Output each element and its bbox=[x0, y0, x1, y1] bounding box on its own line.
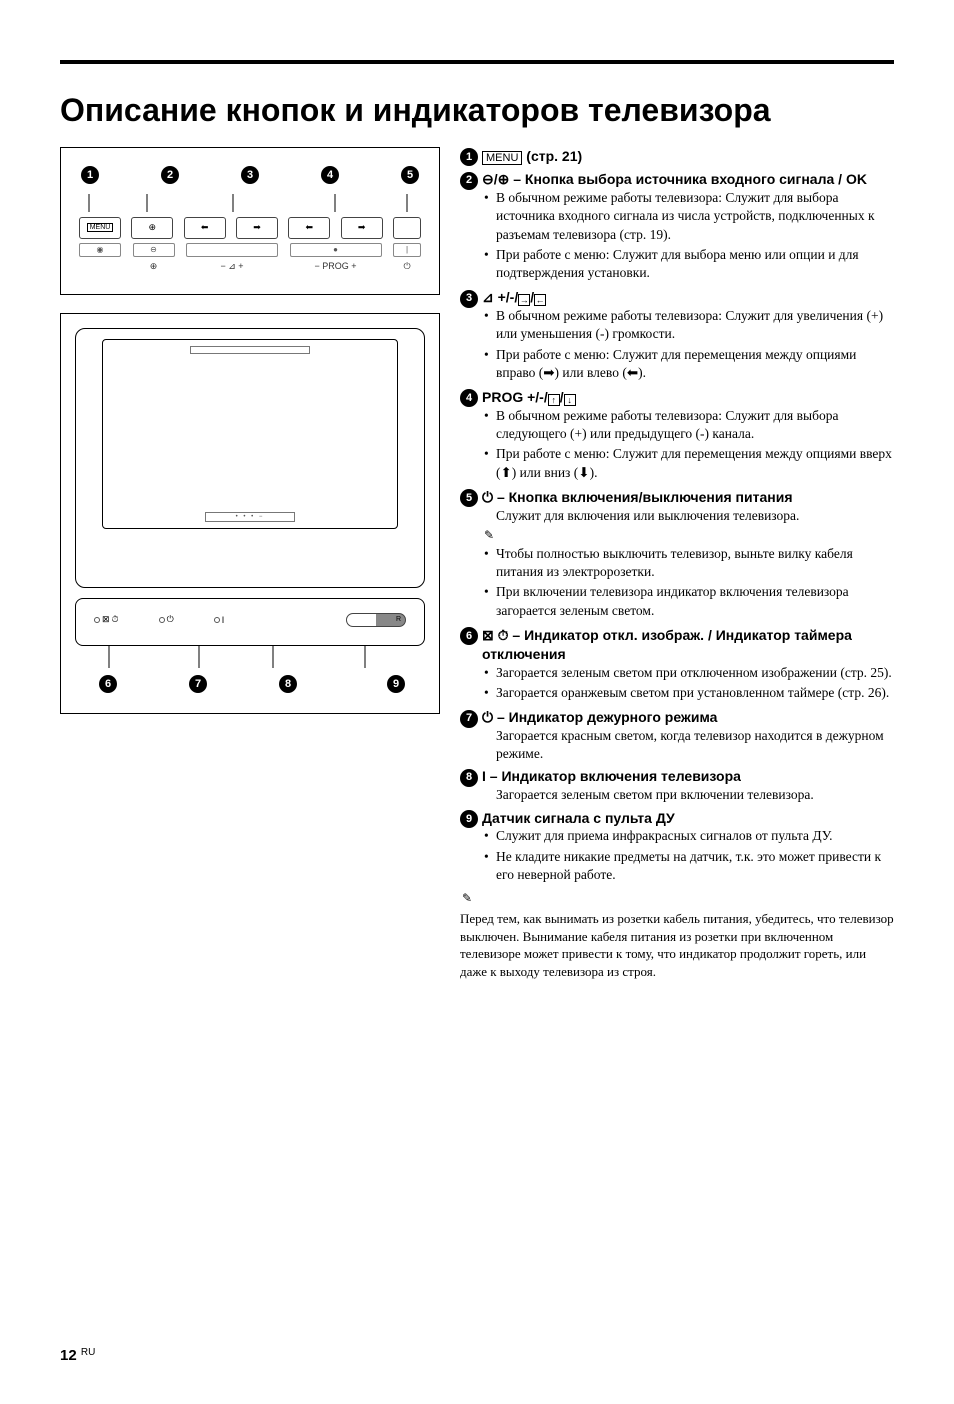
menu-boxed-label: MENU bbox=[482, 151, 522, 165]
vol-label: − ⊿ + bbox=[186, 261, 278, 272]
section-5-desc: Служит для включения или выключения теле… bbox=[482, 507, 894, 525]
section-4-b2: При работе с меню: Служит для перемещени… bbox=[496, 445, 894, 481]
section-3-head: ⊿ +/-/→/← bbox=[482, 288, 894, 307]
section-9-b1: Служит для приема инфракрасных сигналов … bbox=[496, 827, 894, 845]
screen-top-bar bbox=[190, 346, 310, 354]
input-label: ⊕ bbox=[133, 261, 175, 272]
diagrams-column: 1 2 3 4 5 MENU ⊕ ⬅ ➡ ⬅ ➡ bbox=[60, 147, 440, 981]
top-rule bbox=[60, 60, 894, 64]
stand-callout-lines bbox=[75, 646, 425, 670]
tv-body: • • • − bbox=[75, 328, 425, 588]
section-6: 6 ⊠ ⏱ – Индикатор откл. изображ. / Индик… bbox=[460, 626, 894, 704]
section-5-b1: Чтобы полностью выключить телевизор, вын… bbox=[496, 545, 894, 581]
section-9: 9 Датчик сигнала с пульта ДУ Служит для … bbox=[460, 809, 894, 887]
section-2-b2: При работе с меню: Служит для выбора мен… bbox=[496, 246, 894, 282]
section-6-b1: Загорается зеленым светом при отключенно… bbox=[496, 664, 894, 682]
section-3-b2: При работе с меню: Служит для перемещени… bbox=[496, 346, 894, 382]
callout-3: 3 bbox=[241, 166, 259, 184]
section-7-desc: Загорается красным светом, когда телевиз… bbox=[482, 727, 894, 763]
callout-2: 2 bbox=[161, 166, 179, 184]
page-title: Описание кнопок и индикаторов телевизора bbox=[60, 92, 894, 129]
note-icon-footer: ✎ bbox=[460, 890, 894, 906]
tv-diagram: • • • − ⊠⏱ ⏻ I R 6 7 8 bbox=[60, 313, 440, 714]
section-5: 5 ⏻ – Кнопка включения/выключения питани… bbox=[460, 488, 894, 622]
section-2-b1: В обычном режиме работы телевизора: Служ… bbox=[496, 189, 894, 244]
power-button bbox=[393, 217, 421, 239]
sub-vol bbox=[186, 243, 278, 257]
callout-7: 7 bbox=[189, 675, 207, 693]
section-4-head: PROG +/-/↑/↓ bbox=[482, 388, 894, 407]
section-2-head: ⊖/⊕ – Кнопка выбора источника входного с… bbox=[482, 170, 894, 189]
sub-prog: ● bbox=[290, 243, 382, 257]
footer-note: Перед тем, как вынимать из розетки кабел… bbox=[460, 910, 894, 980]
sub-input: ⊖ bbox=[133, 243, 175, 257]
callout-4: 4 bbox=[321, 166, 339, 184]
callout-lines bbox=[75, 194, 425, 212]
prog-down-button: ⬅ bbox=[288, 217, 330, 239]
callout-1: 1 bbox=[81, 166, 99, 184]
buttons-diagram: 1 2 3 4 5 MENU ⊕ ⬅ ➡ ⬅ ➡ bbox=[60, 147, 440, 295]
section-8-head: I – Индикатор включения телевизора bbox=[482, 767, 894, 786]
input-button: ⊕ bbox=[131, 217, 173, 239]
section-6-head: ⊠ ⏱ – Индикатор откл. изображ. / Индикат… bbox=[482, 626, 894, 664]
prog-up-button: ➡ bbox=[341, 217, 383, 239]
screen-bottom-bar: • • • − bbox=[205, 512, 295, 522]
prog-label: − PROG + bbox=[290, 261, 382, 272]
section-9-head: Датчик сигнала с пульта ДУ bbox=[482, 809, 894, 828]
descriptions-column: 1 MENU (стр. 21) 2 ⊖/⊕ – Кнопка выбора и… bbox=[460, 147, 894, 981]
callout-6: 6 bbox=[99, 675, 117, 693]
power-label: ⏻ bbox=[393, 261, 421, 272]
page-number: 12 RU bbox=[60, 1347, 95, 1364]
callout-5: 5 bbox=[401, 166, 419, 184]
section-7-head: ⏻ – Индикатор дежурного режима bbox=[482, 708, 894, 727]
section-1-head: (стр. 21) bbox=[522, 148, 582, 164]
section-6-b2: Загорается оранжевым светом при установл… bbox=[496, 684, 894, 702]
content-columns: 1 2 3 4 5 MENU ⊕ ⬅ ➡ ⬅ ➡ bbox=[60, 147, 894, 981]
section-3-b1: В обычном режиме работы телевизора: Служ… bbox=[496, 307, 894, 343]
sub-menu: ◉ bbox=[79, 243, 121, 257]
vol-down-button: ⬅ bbox=[184, 217, 226, 239]
section-5-b2: При включении телевизора индикатор включ… bbox=[496, 583, 894, 619]
callout-8: 8 bbox=[279, 675, 297, 693]
section-2: 2 ⊖/⊕ – Кнопка выбора источника входного… bbox=[460, 170, 894, 284]
section-8-desc: Загорается зеленым светом при включении … bbox=[482, 786, 894, 804]
section-7: 7 ⏻ – Индикатор дежурного режима Загорае… bbox=[460, 708, 894, 763]
led-group-1: ⊠⏱ bbox=[94, 614, 119, 625]
sub-power: | bbox=[393, 243, 421, 257]
tv-screen: • • • − bbox=[102, 339, 398, 529]
section-3: 3 ⊿ +/-/→/← В обычном режиме работы теле… bbox=[460, 288, 894, 384]
section-1: 1 MENU (стр. 21) bbox=[460, 147, 894, 166]
led-group-3: I bbox=[214, 615, 225, 625]
led-group-2: ⏻ bbox=[159, 614, 174, 625]
callout-9: 9 bbox=[387, 675, 405, 693]
section-9-b2: Не кладите никакие предметы на датчик, т… bbox=[496, 848, 894, 884]
section-8: 8 I – Индикатор включения телевизора Заг… bbox=[460, 767, 894, 804]
vol-up-button: ➡ bbox=[236, 217, 278, 239]
section-4-b1: В обычном режиме работы телевизора: Служ… bbox=[496, 407, 894, 443]
note-icon-5: ✎ bbox=[482, 527, 894, 543]
section-5-head: ⏻ – Кнопка включения/выключения питания bbox=[482, 488, 894, 507]
ir-window: R bbox=[346, 613, 406, 627]
menu-button: MENU bbox=[79, 217, 121, 239]
section-4: 4 PROG +/-/↑/↓ В обычном режиме работы т… bbox=[460, 388, 894, 484]
tv-stand: ⊠⏱ ⏻ I R bbox=[75, 598, 425, 646]
